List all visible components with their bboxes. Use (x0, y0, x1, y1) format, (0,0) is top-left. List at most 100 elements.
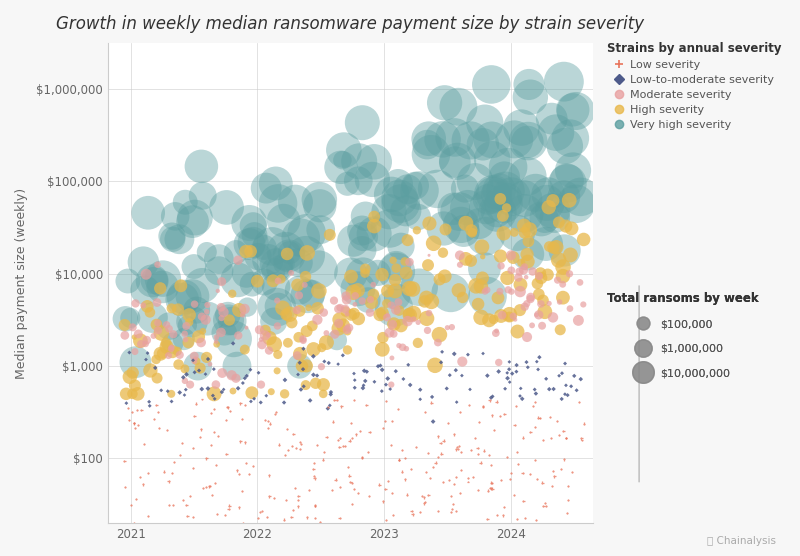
Point (356, 246, 369, 255)
Point (531, 475, 544, 484)
Point (302, 485, 315, 494)
Point (210, 509, 223, 518)
Point (390, 264, 402, 272)
Point (379, 380, 392, 389)
Point (553, 218, 566, 227)
Point (167, 330, 180, 339)
Point (232, 384, 245, 393)
Point (163, 321, 176, 330)
Point (509, 315, 522, 324)
Point (206, 391, 219, 400)
Point (309, 502, 322, 510)
Point (341, 327, 354, 336)
Point (270, 282, 282, 291)
Point (348, 383, 361, 392)
Point (542, 270, 554, 279)
Point (382, 207, 395, 216)
Point (416, 492, 429, 500)
Point (218, 510, 231, 519)
Point (562, 391, 574, 400)
Point (341, 310, 354, 319)
Point (220, 203, 233, 212)
Point (558, 455, 570, 464)
Point (504, 475, 517, 484)
Point (310, 379, 322, 388)
Point (542, 203, 555, 212)
Point (317, 380, 330, 389)
Point (507, 312, 520, 321)
Point (152, 424, 165, 433)
Point (338, 305, 351, 314)
Point (530, 357, 543, 366)
Point (389, 286, 402, 295)
Point (128, 519, 141, 528)
Point (553, 431, 566, 440)
Point (559, 434, 572, 443)
Point (574, 278, 586, 287)
Point (181, 512, 194, 521)
Point (507, 490, 520, 499)
Point (390, 267, 402, 276)
Point (248, 394, 261, 403)
Point (557, 272, 570, 281)
Point (233, 306, 246, 315)
Point (299, 381, 312, 390)
Point (336, 156, 349, 165)
Point (280, 496, 293, 505)
Point (234, 437, 247, 446)
Point (131, 389, 144, 398)
Point (160, 342, 173, 351)
Point (418, 408, 431, 416)
Point (411, 212, 424, 221)
Point (186, 292, 199, 301)
Point (300, 327, 313, 336)
Point (395, 467, 408, 476)
Point (213, 266, 226, 275)
Point (205, 490, 218, 499)
Point (278, 389, 291, 398)
Point (317, 455, 330, 464)
Point (546, 313, 559, 322)
Point (282, 251, 295, 260)
Point (248, 231, 261, 240)
Point (271, 321, 284, 330)
Point (453, 207, 466, 216)
Point (179, 385, 192, 394)
Point (454, 408, 466, 417)
Point (441, 323, 454, 332)
Point (355, 453, 368, 461)
Point (566, 166, 579, 175)
Point (337, 441, 350, 450)
Point (242, 470, 255, 479)
Point (141, 349, 154, 358)
Y-axis label: Median payment size (weekly): Median payment size (weekly) (15, 187, 28, 379)
Point (210, 340, 223, 349)
Point (332, 360, 345, 369)
Point (448, 430, 461, 439)
Point (477, 401, 490, 410)
Point (127, 419, 140, 428)
Point (401, 185, 414, 193)
Point (272, 276, 285, 285)
Point (420, 468, 433, 476)
Point (396, 446, 409, 455)
Point (358, 366, 370, 375)
Point (482, 195, 494, 204)
Point (333, 443, 346, 451)
Point (516, 394, 529, 403)
Point (357, 381, 370, 390)
Point (278, 398, 290, 407)
Point (135, 406, 148, 415)
Point (238, 345, 251, 354)
Point (177, 373, 190, 382)
Point (244, 247, 257, 256)
Point (454, 221, 467, 230)
Point (434, 358, 447, 367)
Point (262, 471, 275, 480)
Point (551, 276, 564, 285)
Point (258, 277, 270, 286)
Point (186, 217, 199, 226)
Point (361, 367, 374, 376)
Point (345, 272, 358, 281)
Point (230, 248, 242, 257)
